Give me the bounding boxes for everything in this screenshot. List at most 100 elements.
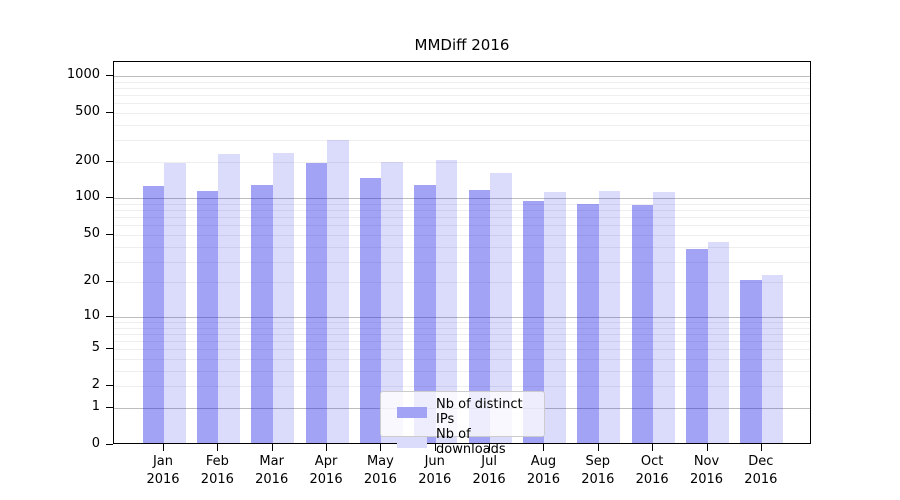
y-tick-label: 2	[91, 377, 100, 393]
legend-row-downloads: Nb of downloads	[397, 427, 536, 457]
x-tick-mark	[760, 444, 762, 451]
y-tick-mark	[106, 406, 113, 408]
bar-oct-distinct-ips	[631, 205, 654, 443]
gridline-minor	[114, 112, 810, 114]
y-tick-label: 0	[91, 436, 100, 451]
bar-aug-distinct-ips	[522, 201, 545, 443]
y-tick-mark	[106, 315, 113, 317]
gridline-major	[114, 316, 810, 318]
x-tick-year: 2016	[526, 472, 560, 487]
bar-sep-distinct-ips	[577, 204, 599, 443]
x-tick-month: Nov	[693, 454, 720, 469]
bar-feb-downloads	[218, 154, 240, 443]
bar-may-downloads	[381, 162, 403, 443]
gridline-minor	[114, 87, 810, 89]
x-tick-year: 2016	[146, 472, 180, 487]
bar-apr-distinct-ips	[305, 162, 328, 443]
y-tick-label: 100	[75, 189, 100, 205]
gridline-major	[114, 198, 810, 200]
y-tick-mark	[106, 444, 113, 445]
x-tick-month: May	[366, 454, 394, 469]
x-tick-month: Oct	[640, 454, 664, 469]
legend-row-distinct-ips: Nb of distinct IPs	[397, 397, 536, 427]
x-tick-label-dec: Dec 2016	[733, 453, 789, 489]
legend-swatch-distinct-ips	[397, 406, 427, 418]
x-tick-label-jul: Jul 2016	[461, 453, 517, 489]
bar-dec-downloads	[761, 275, 784, 443]
gridline-minor	[114, 234, 810, 236]
x-tick-month: Mar	[259, 454, 284, 469]
gridline-minor	[114, 349, 810, 351]
legend-swatch-downloads	[397, 436, 427, 448]
x-tick-mark	[706, 444, 708, 451]
x-tick-mark	[326, 444, 328, 451]
plot-area	[113, 61, 811, 444]
gridline-minor	[114, 225, 810, 227]
y-tick-mark	[106, 111, 113, 113]
gridline-minor	[114, 333, 810, 335]
gridline-minor	[114, 322, 810, 323]
x-tick-month: Aug	[530, 454, 557, 469]
y-tick-label: 1000	[66, 66, 100, 82]
x-tick-year: 2016	[309, 472, 343, 487]
x-tick-year: 2016	[472, 472, 506, 487]
x-tick-month: Feb	[205, 454, 229, 469]
x-tick-label-feb: Feb 2016	[189, 453, 245, 489]
x-tick-label-sep: Sep 2016	[570, 453, 626, 489]
y-tick-label: 1	[91, 398, 100, 414]
bar-apr-downloads	[327, 140, 349, 443]
gridline-minor	[114, 161, 810, 163]
bar-nov-distinct-ips	[686, 249, 708, 443]
x-tick-month: Jun	[424, 454, 445, 469]
x-tick-mark	[380, 444, 382, 451]
x-tick-mark	[652, 444, 654, 451]
gridline-minor	[114, 341, 810, 343]
x-tick-year: 2016	[363, 472, 397, 487]
x-tick-year: 2016	[418, 472, 452, 487]
legend-label-distinct-ips: Nb of distinct IPs	[436, 397, 523, 427]
y-tick-mark	[106, 233, 113, 235]
gridline-minor	[114, 370, 810, 372]
y-tick-label: 200	[75, 152, 100, 168]
bar-jan-downloads	[164, 163, 186, 443]
x-tick-year: 2016	[744, 472, 778, 487]
gridline-minor	[114, 327, 810, 329]
x-tick-month: Jul	[481, 454, 497, 469]
x-tick-mark	[489, 444, 491, 451]
x-tick-label-aug: Aug 2016	[515, 453, 571, 489]
x-tick-label-apr: Apr 2016	[298, 453, 354, 489]
gridline-minor	[114, 261, 810, 263]
gridline-minor	[114, 94, 810, 96]
bar-jun-downloads	[435, 159, 458, 443]
bar-oct-downloads	[653, 191, 675, 443]
bar-jul-distinct-ips	[468, 189, 491, 443]
bar-dec-distinct-ips	[740, 279, 762, 443]
y-tick-mark	[106, 74, 113, 76]
chart-title: MMDiff 2016	[414, 36, 510, 54]
gridline-minor	[114, 140, 810, 142]
gridline-minor	[114, 386, 810, 388]
bar-sep-downloads	[598, 190, 621, 443]
bar-mar-downloads	[272, 152, 295, 443]
x-tick-label-oct: Oct 2016	[624, 453, 680, 489]
x-tick-year: 2016	[635, 472, 669, 487]
legend: Nb of distinct IPs Nb of downloads	[380, 391, 545, 457]
y-tick-mark	[106, 197, 113, 199]
x-tick-mark	[163, 444, 164, 451]
y-tick-mark	[106, 160, 113, 162]
bar-aug-downloads	[544, 191, 566, 443]
gridline-minor	[114, 103, 810, 105]
bar-feb-distinct-ips	[196, 191, 219, 443]
y-tick-mark	[106, 385, 113, 387]
x-tick-year: 2016	[255, 472, 289, 487]
x-tick-label-jun: Jun 2016	[407, 453, 463, 489]
x-tick-mark	[271, 444, 273, 451]
x-tick-label-may: May 2016	[352, 453, 408, 489]
x-tick-mark	[217, 444, 219, 451]
x-tick-month: Apr	[314, 454, 338, 469]
x-tick-year: 2016	[200, 472, 234, 487]
y-tick-mark	[106, 281, 113, 283]
gridline-minor	[114, 217, 810, 219]
x-tick-month: Sep	[585, 454, 611, 469]
